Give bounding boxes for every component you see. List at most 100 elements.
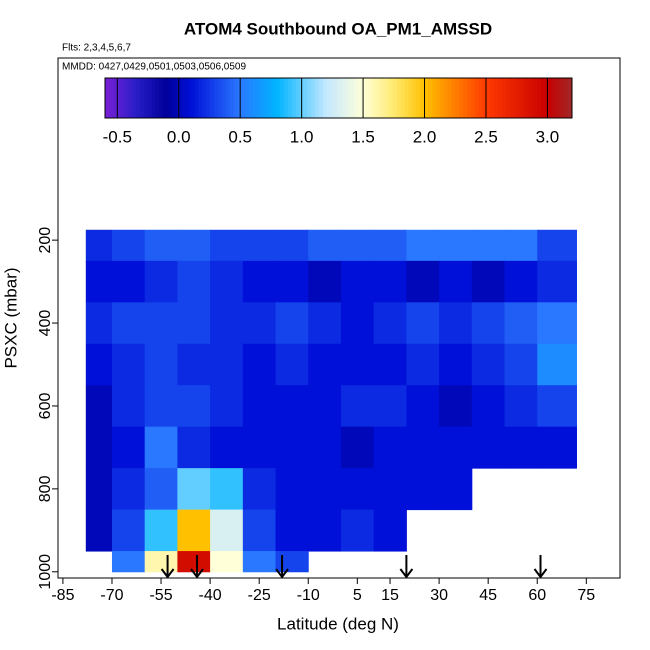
cell — [242, 551, 277, 573]
cell — [373, 229, 407, 262]
colorbar-segment — [548, 78, 554, 118]
cell — [210, 229, 244, 262]
cell — [373, 343, 407, 386]
colorbar-segment — [517, 78, 522, 118]
cell — [275, 302, 309, 345]
cell — [373, 260, 407, 303]
cell — [504, 343, 538, 386]
colorbar-segment — [124, 78, 129, 118]
x-tick-label: 5 — [353, 587, 362, 604]
colorbar-tick-label: 0.5 — [228, 127, 252, 146]
colorbar-segment — [311, 78, 316, 118]
cell — [308, 385, 342, 428]
colorbar-tick-label: 3.0 — [536, 127, 560, 146]
cell — [144, 551, 178, 573]
cell — [210, 426, 244, 469]
colorbar-segment — [486, 78, 491, 118]
cell — [340, 343, 375, 386]
cell — [406, 229, 440, 262]
cell — [275, 468, 309, 511]
cell — [373, 468, 407, 511]
colorbar-segment — [463, 78, 468, 118]
cell — [144, 343, 178, 386]
cell — [406, 343, 440, 386]
colorbar-segment — [428, 78, 433, 118]
colorbar-segment — [151, 78, 157, 118]
cell — [439, 426, 473, 469]
cell — [471, 260, 506, 303]
cell — [85, 229, 113, 262]
colorbar-segment — [373, 78, 378, 118]
cell — [504, 260, 538, 303]
cell — [340, 229, 375, 262]
colorbar-frame — [104, 77, 573, 119]
x-tick-label: 75 — [577, 587, 595, 604]
cell — [340, 260, 375, 303]
colorbar-segment — [334, 78, 339, 118]
colorbar-segment — [381, 78, 386, 118]
cell — [177, 509, 211, 552]
cell — [242, 385, 277, 428]
colorbar-segment — [435, 78, 441, 118]
cell — [242, 229, 277, 262]
cell — [210, 302, 244, 345]
cell — [275, 551, 309, 573]
cell — [406, 468, 440, 511]
cell — [85, 426, 113, 469]
colorbar-segment — [136, 78, 141, 118]
x-tick-label: -25 — [248, 587, 271, 604]
colorbar-segment — [552, 78, 557, 118]
cell — [210, 260, 244, 303]
colorbar-segment — [346, 78, 351, 118]
cell — [340, 468, 375, 511]
colorbar-segment — [505, 78, 511, 118]
cell — [340, 426, 375, 469]
y-tick-label: 400 — [37, 310, 54, 337]
colorbar-segment — [439, 78, 445, 118]
colorbar-segment — [466, 78, 472, 118]
colorbar-segment — [132, 78, 137, 118]
cell — [177, 426, 211, 469]
colorbar-segment — [326, 78, 332, 118]
cell — [308, 509, 342, 552]
colorbar-segment — [147, 78, 153, 118]
cell — [275, 509, 309, 552]
colorbar-segment — [365, 78, 371, 118]
x-tick-label: -55 — [149, 587, 172, 604]
colorbar-segment — [287, 78, 293, 118]
colorbar-segment — [357, 78, 363, 118]
colorbar-segment — [264, 78, 269, 118]
colorbar-segment — [424, 78, 429, 118]
colorbar-tick-label: 1.0 — [290, 127, 314, 146]
cell — [308, 468, 342, 511]
cell — [85, 260, 113, 303]
colorbar-segment — [369, 78, 375, 118]
colorbar-segment — [182, 78, 188, 118]
cell — [275, 229, 309, 262]
colorbar-segment — [377, 78, 382, 118]
colorbar-segment — [482, 78, 487, 118]
cell — [85, 468, 113, 511]
colorbar-segment — [342, 78, 347, 118]
cell — [340, 509, 375, 552]
colorbar-segment — [202, 78, 207, 118]
colorbar-segment — [420, 78, 425, 118]
cell — [308, 229, 342, 262]
annotation: MMDD: 0427,0429,0501,0503,0506,0509 — [62, 62, 246, 73]
cell — [210, 343, 244, 386]
colorbar-segment — [175, 78, 180, 118]
cell — [471, 302, 506, 345]
colorbar-segment — [451, 78, 456, 118]
arrow — [533, 555, 548, 579]
cell — [439, 343, 473, 386]
cell — [537, 260, 577, 303]
cell — [504, 302, 538, 345]
colorbar-segment — [260, 78, 266, 118]
cell — [210, 509, 244, 552]
colorbar-segment — [159, 78, 164, 118]
cell — [471, 229, 506, 262]
colorbar-segment — [303, 78, 308, 118]
colorbar-segment — [350, 78, 355, 118]
colorbar-segment — [237, 78, 242, 118]
cell — [537, 302, 577, 345]
